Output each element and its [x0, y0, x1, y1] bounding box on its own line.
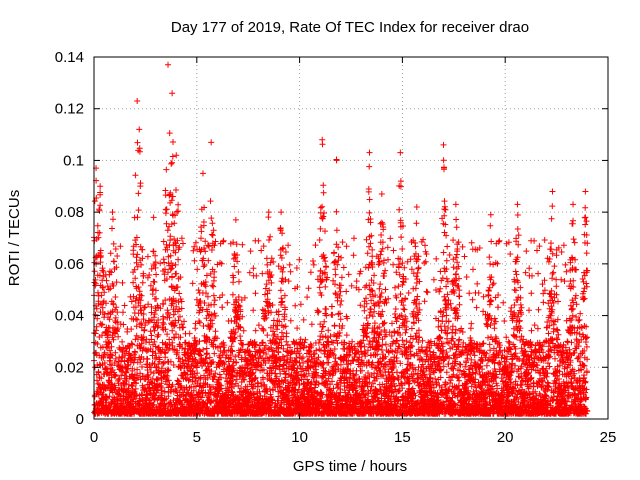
roti-peak-point [514, 201, 521, 208]
x-tick-label: 5 [193, 429, 201, 446]
roti-peak-point [134, 97, 141, 104]
roti-peak-point [208, 139, 215, 146]
roti-peak-point [378, 191, 385, 198]
roti-peak-point [199, 170, 206, 177]
x-axis-label: GPS time / hours [293, 458, 407, 475]
roti-peak-point [136, 126, 143, 133]
plot-frame [93, 56, 609, 420]
y-tick-label: 0.1 [63, 152, 84, 169]
roti-peak-point [366, 149, 373, 156]
roti-scatter-cloud [91, 130, 591, 417]
roti-peak-point [109, 209, 116, 216]
x-tick-label: 0 [90, 429, 98, 446]
x-tick-label: 20 [497, 429, 514, 446]
roti-peak-point [413, 203, 420, 210]
y-tick-label: 0.14 [55, 49, 84, 66]
roti-peak-point [333, 157, 340, 164]
axis-ticks: 0 0.02 0.04 0.06 0.08 0.1 0.12 0.14 0 5 10 15 20 25 [55, 49, 617, 446]
data-points [91, 61, 591, 417]
roti-peak-point [452, 201, 459, 208]
roti-peak-point [165, 61, 172, 68]
x-tick-label: 15 [394, 429, 411, 446]
x-tick-label: 10 [291, 429, 308, 446]
roti-peak-point [97, 183, 104, 190]
roti-peak-point [582, 188, 589, 195]
chart-title: Day 177 of 2019, Rate Of TEC Index for r… [171, 19, 529, 36]
roti-peak-point [169, 90, 176, 97]
roti-peak-point [487, 211, 494, 218]
roti-peak-point [319, 136, 326, 143]
roti-peak-point [232, 216, 239, 223]
x-tick-label: 25 [600, 429, 617, 446]
y-tick-label: 0.02 [55, 359, 84, 376]
y-tick-label: 0.08 [55, 204, 84, 221]
y-tick-label: 0.06 [55, 256, 84, 273]
roti-peak-point [570, 201, 577, 208]
roti-peak-point [173, 152, 180, 159]
roti-peak-point [265, 209, 272, 216]
roti-peak-point [397, 149, 404, 156]
y-tick-label: 0 [76, 411, 84, 428]
grid [94, 57, 608, 419]
roti-peak-point [150, 214, 157, 221]
roti-peak-point [549, 188, 556, 195]
y-axis-label: ROTI / TECUs [6, 190, 23, 286]
roti-peak-point [278, 209, 285, 216]
y-tick-label: 0.12 [55, 101, 84, 118]
roti-peak-point [440, 141, 447, 148]
y-tick-label: 0.04 [55, 308, 84, 325]
